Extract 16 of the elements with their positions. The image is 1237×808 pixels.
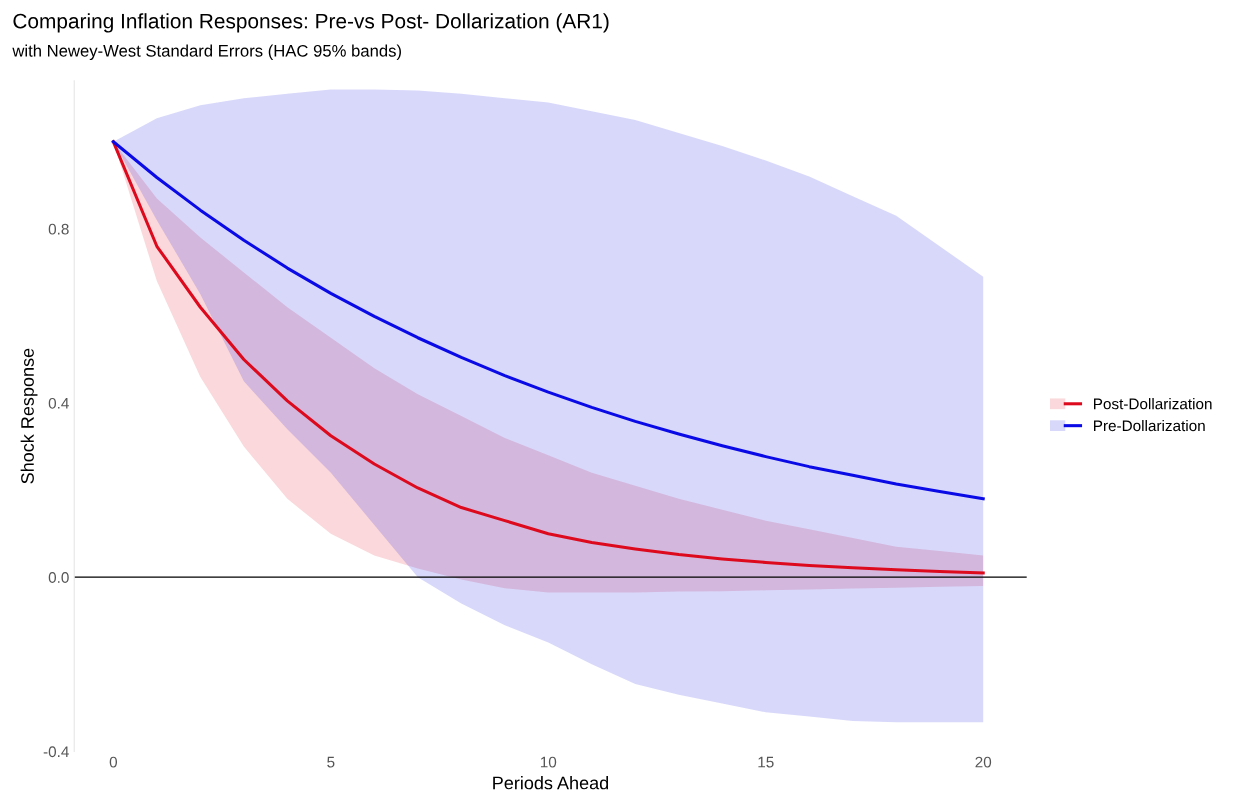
chart-title: Comparing Inflation Responses: Pre-vs Post- Dollarization (AR1) [13, 13, 609, 33]
x-tick-label: 20 [975, 756, 992, 768]
x-axis-title: Periods Ahead [493, 776, 609, 790]
x-tick-label: 15 [758, 756, 774, 768]
y-axis-title: Shock Response [20, 348, 38, 484]
x-tick-label: 0 [109, 756, 118, 768]
line-series [111, 140, 985, 501]
y-tick-label: 0.0 [48, 572, 69, 583]
y-tick-label: -0.4 [43, 746, 69, 758]
legend-label: Pre-Dollarization [1094, 419, 1205, 432]
y-tick-label: 0.8 [48, 223, 69, 235]
x-tick-label: 5 [327, 756, 335, 768]
x-tick-label: 10 [540, 756, 557, 768]
legend-label: Post-Dollarization [1094, 398, 1212, 410]
y-tick-label: 0.4 [48, 397, 69, 409]
chart-subtitle: with Newey-West Standard Errors (HAC 95% bands) [12, 44, 401, 61]
